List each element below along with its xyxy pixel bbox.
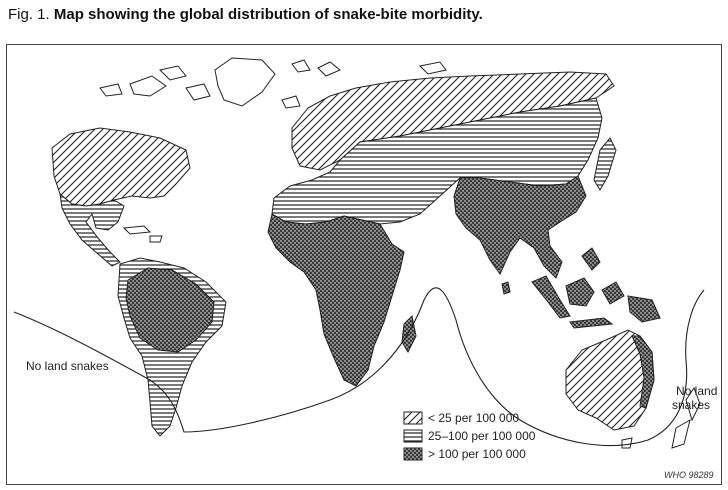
caribbean-islands [122, 225, 163, 243]
legend-swatch-medium [403, 429, 423, 443]
label-no-land-snakes-west: No land snakes [26, 359, 109, 373]
legend-label-medium: 25–100 per 100 000 [428, 429, 536, 443]
snake-range-boundary [13, 287, 705, 447]
legend-swatch-low [403, 411, 423, 425]
legend-label-high: > 100 per 100 000 [428, 447, 526, 461]
label-no-land-snakes-east-2: snakes [672, 398, 710, 412]
region-central-america [59, 192, 125, 267]
figure-caption: Map showing the global distribution of s… [53, 6, 483, 23]
region-north-america [51, 127, 191, 207]
legend: < 25 per 100 000 25–100 per 100 000 > 10… [403, 411, 536, 461]
region-amazon [125, 267, 215, 353]
figure-label: Fig. 1. [8, 6, 50, 23]
region-australia-east [631, 335, 655, 409]
legend-swatch-high [403, 447, 423, 461]
figure-credit: WHO 98289 [664, 470, 714, 480]
region-south-asia [453, 175, 587, 279]
region-indonesia [531, 247, 661, 329]
island-madagascar [401, 314, 417, 354]
region-africa [267, 213, 405, 387]
label-no-land-snakes-east-1: No land [676, 384, 717, 398]
arctic-landmasses [99, 57, 447, 109]
legend-label-low: < 25 per 100 000 [428, 411, 519, 425]
southern-islands [621, 386, 701, 449]
island-japan [593, 137, 617, 191]
figure-title: Fig. 1. Map showing the global distribut… [8, 6, 483, 23]
island-sri-lanka [501, 281, 511, 295]
